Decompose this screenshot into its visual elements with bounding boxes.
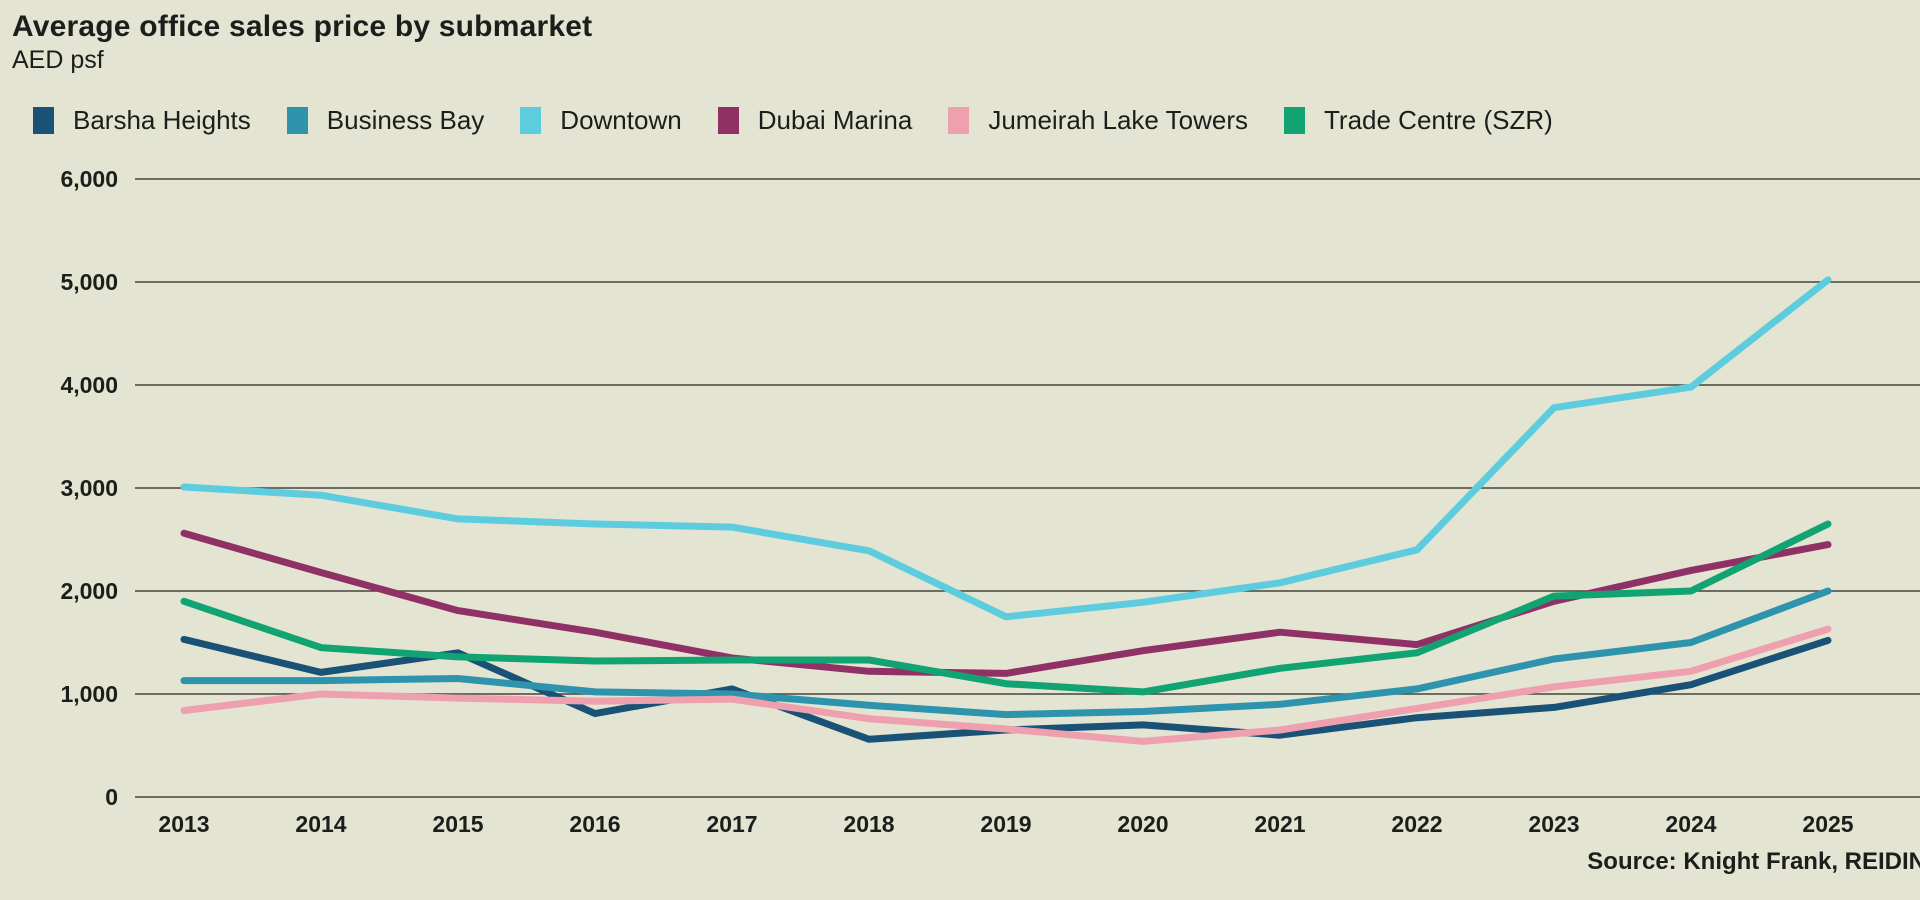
series-line-dubai-marina	[180, 529, 1832, 677]
series-line-downtown	[180, 276, 1832, 621]
x-tick-label: 2022	[1391, 811, 1442, 837]
x-tick-label: 2024	[1665, 811, 1716, 837]
x-tick-label: 2015	[432, 811, 483, 837]
legend-label: Barsha Heights	[73, 104, 251, 135]
x-tick-label: 2018	[843, 811, 894, 837]
legend-item-trade-centre-szr: Trade Centre (SZR)	[1284, 105, 1553, 136]
x-tick-label: 2020	[1117, 811, 1168, 837]
y-tick-label: 6,000	[60, 166, 118, 192]
legend-label: Trade Centre (SZR)	[1324, 104, 1553, 135]
legend: Barsha Heights Business Bay Downtown Dubai …	[33, 100, 1553, 140]
series-line-business-bay	[180, 587, 1832, 719]
y-tick-label: 1,000	[60, 681, 118, 707]
x-tick-label: 2016	[569, 811, 620, 837]
legend-swatch-barsha-heights	[33, 106, 54, 134]
legend-label: Downtown	[560, 104, 682, 135]
legend-item-barsha-heights: Barsha Heights	[33, 105, 251, 136]
y-tick-label: 3,000	[60, 475, 118, 501]
y-tick-label: 2,000	[60, 578, 118, 604]
x-tick-label: 2017	[706, 811, 757, 837]
chart-title: Average office sales price by submarket	[12, 10, 593, 43]
series-line-trade-centre-szr	[180, 520, 1832, 696]
legend-swatch-trade-centre-szr	[1284, 106, 1305, 134]
y-tick-label: 0	[105, 784, 118, 810]
source-credit: Source: Knight Frank, REIDIN	[1587, 848, 1920, 875]
legend-label: Dubai Marina	[757, 104, 913, 135]
legend-label: Business Bay	[326, 104, 485, 135]
legend-item-business-bay: Business Bay	[286, 104, 485, 136]
chart-subtitle: AED psf	[12, 46, 104, 74]
series-line-jumeirah-lake-towers	[180, 625, 1832, 745]
legend-swatch-business-bay	[286, 106, 308, 134]
x-tick-label: 2025	[1802, 811, 1853, 837]
legend-item-dubai-marina: Dubai Marina	[717, 104, 913, 136]
legend-label: Jumeirah Lake Towers	[988, 104, 1248, 135]
legend-swatch-jumeirah-lake-towers	[948, 106, 970, 134]
x-tick-label: 2021	[1254, 811, 1305, 837]
x-tick-label: 2014	[295, 811, 346, 837]
legend-item-jumeirah-lake-towers: Jumeirah Lake Towers	[948, 105, 1248, 136]
legend-item-downtown: Downtown	[520, 104, 682, 136]
x-tick-label: 2019	[980, 811, 1031, 837]
legend-swatch-downtown	[520, 106, 542, 134]
y-tick-label: 4,000	[60, 372, 118, 398]
x-tick-label: 2023	[1528, 811, 1579, 837]
x-tick-label: 2013	[158, 811, 209, 837]
legend-swatch-dubai-marina	[717, 106, 739, 134]
y-tick-label: 5,000	[60, 269, 118, 295]
